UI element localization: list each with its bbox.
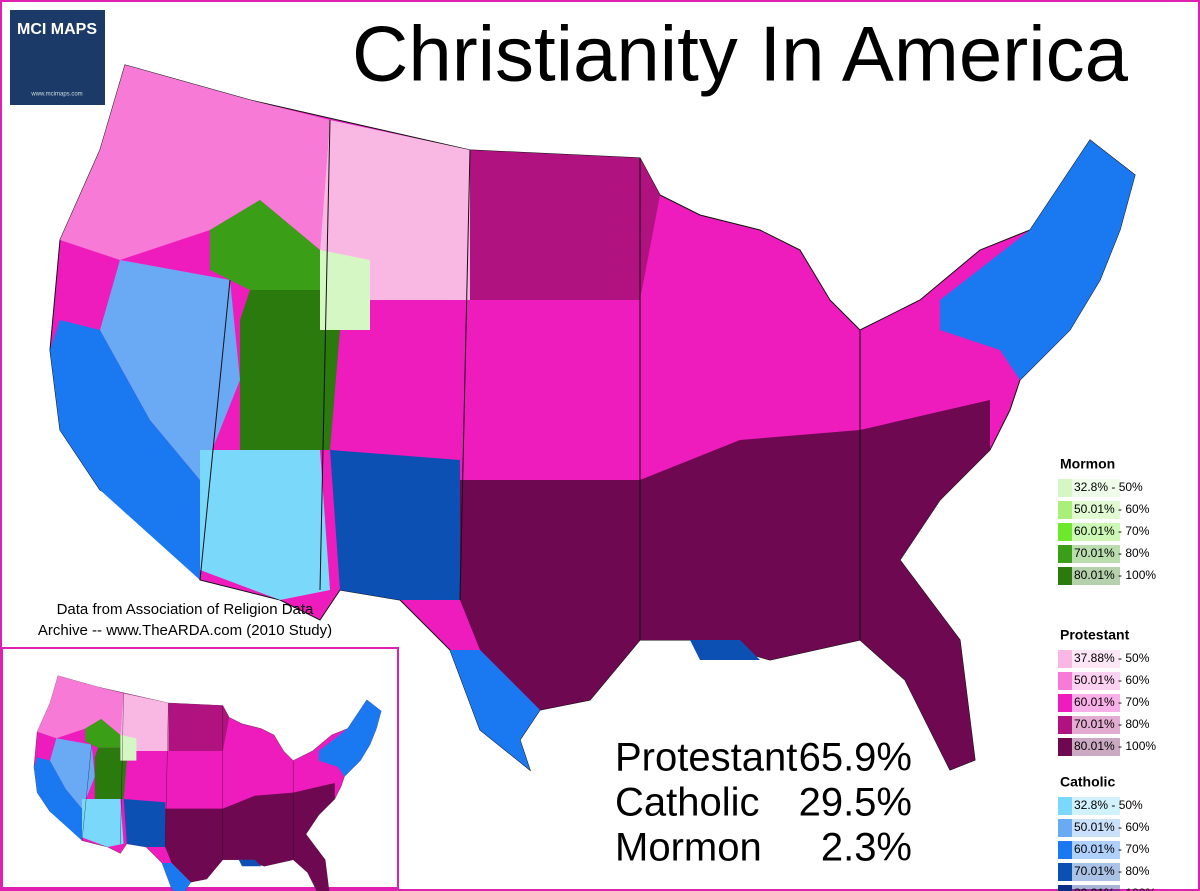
legend-swatch (1058, 738, 1072, 756)
legend-swatch (1058, 545, 1072, 563)
source-line: Archive -- www.TheARDA.com (2010 Study) (38, 622, 332, 639)
legend-swatch (1058, 863, 1072, 881)
logo-box (10, 10, 105, 105)
summary-name: Mormon (615, 826, 762, 870)
source-line: Data from Association of Religion Data (57, 601, 314, 618)
summary-value: 2.3% (821, 826, 912, 870)
legend-heading: Protestant (1060, 627, 1130, 643)
logo-url: www.mcimaps.com (30, 92, 82, 98)
legend-label: 70.01% - 80% (1074, 546, 1150, 560)
legend-label: 60.01% - 70% (1074, 524, 1150, 538)
summary-name: Catholic (615, 781, 760, 825)
legend-band (1072, 841, 1120, 859)
legend-swatch (1058, 797, 1072, 815)
legend-band (1072, 479, 1120, 497)
legend-label: 32.8% - 50% (1074, 798, 1143, 812)
legend-band (1072, 523, 1120, 541)
legend-band (1072, 694, 1120, 712)
legend-label: 80.01% - 100% (1074, 739, 1156, 753)
legend-swatch (1058, 479, 1072, 497)
legend-swatch (1058, 672, 1072, 690)
legend-label: 50.01% - 60% (1074, 820, 1150, 834)
legend-label: 50.01% - 60% (1074, 502, 1150, 516)
summary-value: 29.5% (799, 781, 912, 825)
legend-band (1072, 545, 1120, 563)
legend-label: 60.01% - 70% (1074, 842, 1150, 856)
legend-swatch (1058, 650, 1072, 668)
legend-swatch (1058, 694, 1072, 712)
logo: MCI MAPS (17, 21, 97, 38)
legend-label: 80.01% - 100% (1074, 886, 1156, 891)
legend-label: 60.01% - 70% (1074, 695, 1150, 709)
legend-band (1072, 501, 1120, 519)
summary-name: Protestant (615, 736, 797, 780)
legend-heading: Mormon (1060, 456, 1115, 472)
legend-swatch (1058, 501, 1072, 519)
legend-band (1072, 650, 1120, 668)
legend-band (1072, 567, 1120, 585)
title: Christianity In America (352, 10, 1129, 98)
summary-value: 65.9% (799, 736, 912, 780)
legend-swatch (1058, 567, 1072, 585)
legend-label: 80.01% - 100% (1074, 568, 1156, 582)
legend-heading: Catholic (1060, 774, 1115, 790)
legend-band (1072, 672, 1120, 690)
legend-label: 32.8% - 50% (1074, 480, 1143, 494)
legend-band (1072, 885, 1120, 891)
legend-band (1072, 819, 1120, 837)
legend-label: 70.01% - 80% (1074, 717, 1150, 731)
legend-swatch (1058, 523, 1072, 541)
legend-band (1072, 797, 1120, 815)
legend-swatch (1058, 841, 1072, 859)
legend-band (1072, 738, 1120, 756)
legend-band (1072, 863, 1120, 881)
legend-swatch (1058, 819, 1072, 837)
legend-swatch (1058, 885, 1072, 891)
legend-label: 37.88% - 50% (1074, 651, 1150, 665)
legend-label: 50.01% - 60% (1074, 673, 1150, 687)
legend-swatch (1058, 716, 1072, 734)
legend-label: 70.01% - 80% (1074, 864, 1150, 878)
legend-band (1072, 716, 1120, 734)
